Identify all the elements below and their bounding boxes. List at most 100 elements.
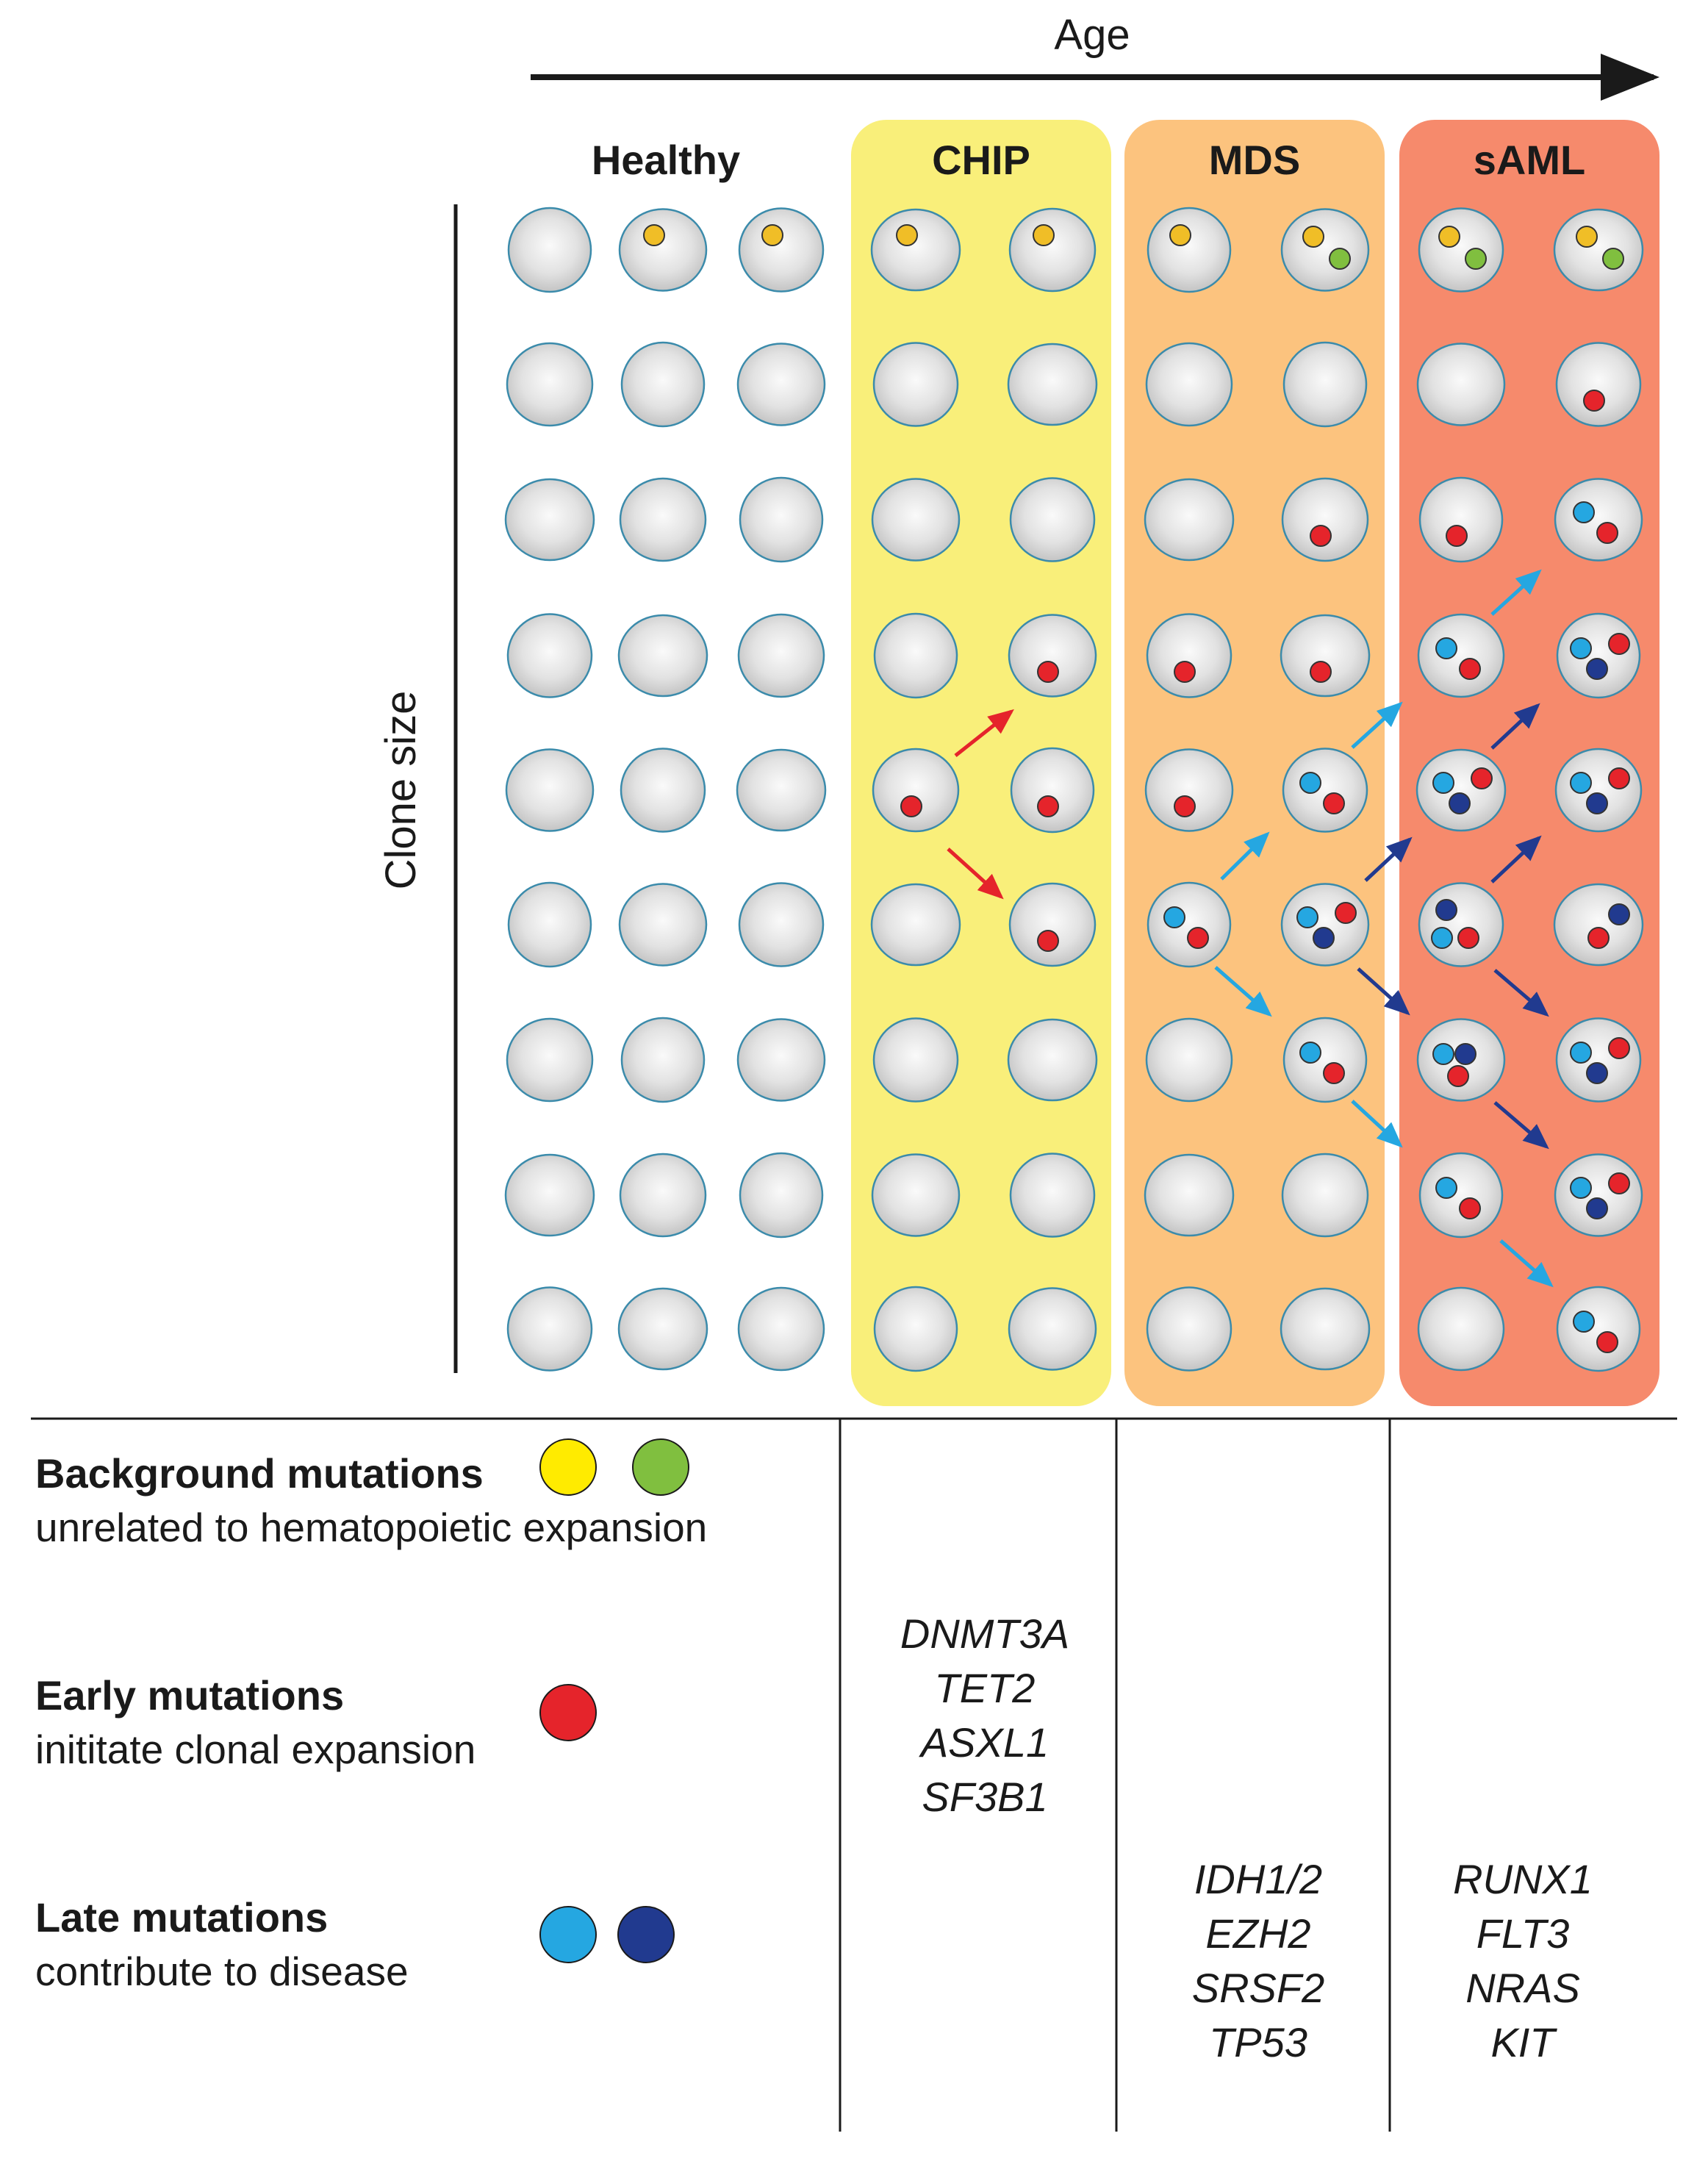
darkblue-arrow (1357, 967, 1410, 1016)
lightblue-arrow (1220, 831, 1270, 881)
cell (1556, 612, 1641, 699)
cell (738, 882, 825, 967)
mutation-dot (1302, 226, 1324, 248)
cell (737, 1286, 825, 1372)
cell (1146, 1286, 1232, 1372)
cell (1144, 478, 1235, 562)
gene: TET2 (934, 1665, 1036, 1711)
gene: SF3B1 (922, 1774, 1048, 1820)
darkblue-arrow (1364, 836, 1413, 882)
cell (1144, 748, 1234, 832)
cell (1008, 1287, 1097, 1371)
cell (619, 477, 707, 562)
cell (507, 881, 592, 968)
cell (737, 613, 825, 698)
mutation-dot (1586, 1062, 1608, 1084)
mutation-dot (643, 224, 665, 246)
mutation-dot (1431, 927, 1453, 949)
mutation-dot (1457, 927, 1479, 949)
cell (1008, 614, 1097, 698)
gene: TP53 (1209, 2019, 1307, 2065)
mutation-dot (1296, 906, 1318, 928)
mutation-dot (1596, 522, 1618, 544)
mutation-dot (1608, 633, 1630, 655)
late-mutations-subtitle: contribute to disease (35, 1949, 409, 1994)
stage-label-saml: sAML (1474, 137, 1585, 183)
cell (1282, 1017, 1368, 1103)
mutation-dot (1459, 1197, 1481, 1219)
cell-grid (504, 207, 1644, 1372)
mutation-dot (1586, 1197, 1608, 1219)
darkblue-arrow (1493, 969, 1549, 1017)
stage-label-chip: CHIP (932, 137, 1030, 183)
late-lightblue-swatch (539, 1906, 597, 1963)
saml-gene-list: RUNX1 FLT3 NRAS KIT (1376, 1852, 1670, 2070)
lightblue-arrow (1351, 1100, 1403, 1148)
mutation-dot (1608, 1172, 1630, 1194)
mutation-dot (1435, 899, 1457, 921)
cell (506, 1286, 593, 1372)
early-mutations-subtitle: inititate clonal expansion (35, 1727, 476, 1772)
cell (1280, 614, 1371, 698)
mutation-dot (1446, 525, 1468, 547)
cell (1147, 207, 1232, 293)
mutation-dot (1465, 248, 1487, 270)
mutation-dot (900, 795, 922, 817)
cell (1415, 748, 1507, 832)
cell (736, 748, 827, 832)
gene: KIT (1490, 2019, 1555, 2065)
cell (1008, 882, 1097, 967)
mutation-dot (1608, 767, 1630, 789)
gene: ASXL1 (920, 1719, 1049, 1766)
mutation-dot (1299, 772, 1321, 794)
cell (620, 1017, 706, 1103)
cell (1417, 1286, 1505, 1372)
cell (1009, 477, 1096, 562)
cell (1281, 477, 1369, 562)
mutation-dot (896, 224, 918, 246)
red-arrow (947, 847, 1004, 900)
cell (1007, 343, 1098, 426)
cell (1417, 613, 1505, 698)
cell (506, 1017, 594, 1103)
gene: EZH2 (1205, 1910, 1311, 1957)
cell (1144, 1153, 1235, 1237)
cell (873, 1286, 958, 1372)
cell (1009, 1153, 1096, 1238)
mutation-dot (1454, 1043, 1476, 1065)
red-arrow (954, 709, 1014, 757)
cell (504, 1153, 595, 1237)
cell (1280, 883, 1370, 967)
early-mutations-title: Early mutations (35, 1672, 345, 1719)
cell (1418, 476, 1504, 563)
cell (617, 1287, 708, 1371)
background-mutations-subtitle: unrelated to hematopoietic expansion (35, 1505, 708, 1550)
darkblue-arrows (1357, 703, 1549, 1150)
cell (1145, 1017, 1233, 1103)
mutation-dot (1586, 792, 1608, 814)
mutation-dot (1570, 1042, 1592, 1064)
mutation-dot (1447, 1065, 1469, 1087)
late-darkblue-swatch (617, 1906, 675, 1963)
mutation-dot (1583, 390, 1605, 412)
cell (619, 1153, 707, 1238)
mutation-dot (1449, 792, 1471, 814)
stage-label-healthy: Healthy (592, 137, 740, 183)
cell (1280, 1287, 1371, 1371)
cell (1010, 747, 1095, 834)
cell (871, 1153, 961, 1237)
cell (1555, 342, 1642, 427)
mutation-dot (1323, 792, 1345, 814)
cell (1418, 207, 1504, 293)
mutation-dot (1587, 927, 1610, 949)
cell (1147, 881, 1232, 968)
mutation-dot (1459, 658, 1481, 680)
cell (620, 341, 706, 428)
lightblue-arrow (1351, 701, 1403, 749)
chip-gene-list: DNMT3A TET2 ASXL1 SF3B1 (838, 1607, 1132, 1824)
mutation-dot (1323, 1062, 1345, 1084)
mutation-dot (1313, 927, 1335, 949)
gene: SRSF2 (1191, 1965, 1325, 2011)
mutation-dot (1174, 795, 1196, 817)
